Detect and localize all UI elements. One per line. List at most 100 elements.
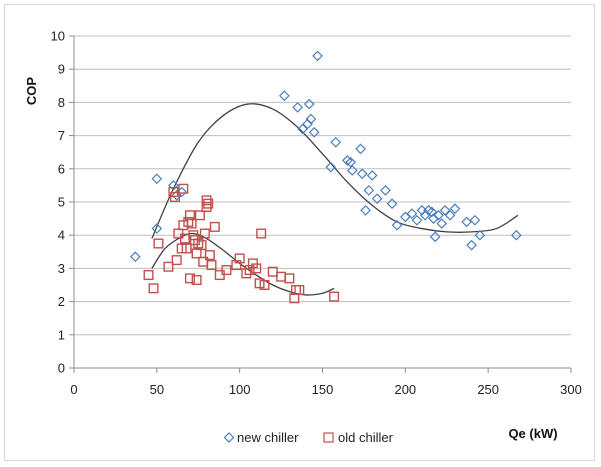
point-new-chiller-38 (436, 218, 448, 229)
point-old-chiller-39 (256, 228, 267, 239)
point-old-chiller-26 (203, 198, 214, 209)
point-new-chiller-43 (466, 239, 477, 251)
point-old-chiller-14 (184, 273, 195, 284)
point-old-chiller-32 (231, 260, 242, 271)
point-new-chiller-37 (433, 209, 444, 221)
axes (69, 35, 572, 373)
point-old-chiller-40 (259, 280, 270, 291)
x-tick-label-200: 200 (394, 382, 416, 397)
point-new-chiller-33 (423, 204, 434, 216)
point-old-chiller-49 (178, 220, 189, 231)
point-old-chiller-5 (170, 192, 181, 203)
point-new-chiller-18 (346, 165, 358, 176)
point-new-chiller-6 (279, 90, 290, 102)
y-tick-label-4: 4 (58, 228, 65, 243)
legend-item-old-chiller: old chiller (323, 430, 394, 445)
y-tick-label-0: 0 (58, 361, 65, 376)
point-old-chiller-28 (206, 260, 217, 271)
point-old-chiller-21 (196, 240, 207, 251)
point-new-chiller-41 (449, 203, 461, 214)
point-old-chiller-48 (191, 275, 202, 286)
y-tick-label-9: 9 (58, 62, 65, 77)
point-new-chiller-2 (151, 173, 163, 185)
point-new-chiller-25 (380, 185, 391, 196)
legend: new chiller old chiller (223, 430, 394, 445)
point-new-chiller-10 (303, 98, 315, 110)
point-new-chiller-24 (371, 193, 383, 205)
point-new-chiller-1 (151, 223, 163, 234)
point-new-chiller-3 (168, 180, 179, 191)
point-new-chiller-30 (411, 214, 423, 226)
point-new-chiller-17 (345, 156, 357, 168)
point-old-chiller-18 (191, 248, 202, 259)
point-new-chiller-16 (342, 155, 353, 166)
point-new-chiller-7 (292, 102, 303, 113)
x-tick-label-100: 100 (229, 382, 251, 397)
point-old-chiller-35 (244, 265, 255, 276)
legend-marker-new-chiller (223, 432, 235, 443)
point-new-chiller-13 (312, 50, 323, 62)
x-tick-label-150: 150 (312, 382, 334, 397)
point-new-chiller-12 (308, 126, 320, 138)
point-old-chiller-43 (284, 273, 295, 284)
x-tick-label-0: 0 (70, 382, 77, 397)
point-old-chiller-34 (241, 268, 252, 279)
point-old-chiller-19 (193, 238, 204, 249)
point-old-chiller-11 (181, 243, 192, 254)
y-tick-label-1: 1 (58, 327, 65, 342)
data-points (129, 50, 522, 304)
y-tick-label-8: 8 (58, 95, 65, 110)
y-tick-label-2: 2 (58, 294, 65, 309)
point-new-chiller-15 (330, 136, 342, 148)
point-new-chiller-45 (474, 229, 486, 241)
point-new-chiller-44 (469, 214, 481, 226)
point-new-chiller-11 (305, 113, 317, 125)
point-old-chiller-33 (234, 253, 245, 264)
legend-label-new-chiller: new chiller (237, 430, 299, 445)
y-tick-label-10: 10 (51, 29, 65, 44)
point-old-chiller-46 (294, 284, 305, 295)
point-old-chiller-31 (221, 265, 232, 276)
y-tick-label-6: 6 (58, 161, 65, 176)
point-new-chiller-42 (461, 216, 472, 228)
point-new-chiller-20 (356, 168, 368, 180)
point-new-chiller-14 (325, 161, 337, 173)
point-old-chiller-27 (204, 250, 215, 261)
point-new-chiller-22 (363, 185, 375, 196)
chart-frame (4, 4, 595, 461)
point-new-chiller-19 (355, 143, 366, 155)
y-axis-title: COP (24, 77, 39, 106)
point-old-chiller-24 (201, 195, 212, 206)
point-old-chiller-29 (209, 221, 220, 232)
point-new-chiller-39 (439, 204, 451, 216)
point-old-chiller-6 (171, 255, 182, 266)
point-new-chiller-27 (391, 219, 403, 231)
legend-marker-old-chiller (323, 432, 334, 443)
point-old-chiller-20 (194, 210, 205, 221)
gridlines (74, 35, 571, 336)
point-old-chiller-9 (178, 183, 189, 194)
point-old-chiller-23 (199, 228, 210, 239)
legend-item-new-chiller: new chiller (223, 430, 299, 445)
point-new-chiller-8 (297, 123, 308, 135)
y-tick-label-5: 5 (58, 195, 65, 210)
point-new-chiller-46 (510, 229, 522, 241)
x-tick-label-250: 250 (477, 382, 499, 397)
point-old-chiller-3 (163, 261, 174, 272)
point-old-chiller-2 (153, 238, 164, 249)
point-new-chiller-29 (406, 208, 418, 219)
point-new-chiller-21 (360, 204, 371, 216)
point-new-chiller-28 (399, 211, 411, 223)
point-old-chiller-47 (329, 291, 340, 302)
x-tick-label-50: 50 (150, 382, 164, 397)
point-new-chiller-40 (444, 209, 456, 221)
legend-label-old-chiller: old chiller (338, 430, 394, 445)
point-new-chiller-36 (429, 231, 441, 243)
point-old-chiller-37 (251, 263, 262, 274)
point-new-chiller-26 (386, 198, 398, 210)
x-tick-label-300: 300 (560, 382, 582, 397)
y-tick-label-7: 7 (58, 128, 65, 143)
x-axis-title: Qe (kW) (508, 426, 557, 441)
